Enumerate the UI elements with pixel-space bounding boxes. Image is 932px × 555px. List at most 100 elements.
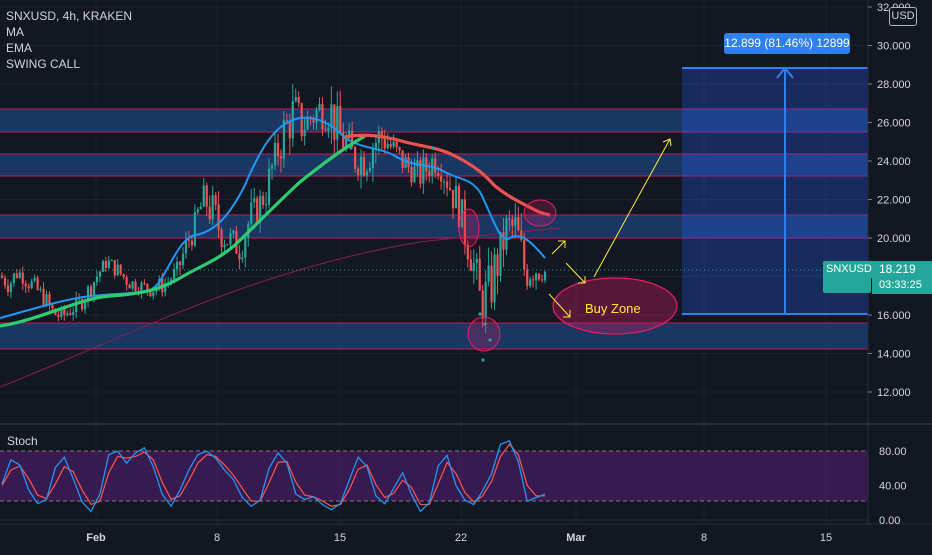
projection-arrows <box>548 138 672 318</box>
candle-body <box>107 260 110 268</box>
candle-body <box>220 229 223 247</box>
candle-body <box>529 279 532 286</box>
swing-call-dots <box>349 146 492 362</box>
buy-zone-ellipse[interactable] <box>552 277 678 335</box>
candle-body <box>440 176 443 182</box>
candle-body <box>83 301 87 310</box>
candle-body <box>89 286 93 296</box>
candle-body <box>57 314 60 318</box>
top-ellipse <box>458 208 480 248</box>
bottom-ellipse <box>467 316 501 352</box>
candle-body <box>229 233 232 245</box>
time-axis[interactable]: Feb 8 15 22 Mar 8 15 <box>86 532 832 544</box>
candle-body <box>419 160 422 184</box>
candle-body <box>12 273 15 284</box>
candle-body <box>214 195 217 205</box>
candle-body <box>211 195 214 220</box>
candle-body <box>273 143 277 166</box>
candle-body <box>505 218 508 250</box>
candle-body <box>294 96 297 101</box>
candle-body <box>113 260 116 276</box>
candle-body <box>392 141 395 147</box>
candle-body <box>217 204 220 230</box>
candle-body <box>493 254 496 303</box>
candle-body <box>119 264 122 274</box>
candle-body <box>232 230 235 234</box>
stoch-tick-label: 80.00 <box>879 446 907 458</box>
time-tick-label: 15 <box>334 532 346 544</box>
candle-body <box>490 265 493 303</box>
candle-body <box>125 276 128 285</box>
arrow-up-short <box>551 240 566 255</box>
zone-24 <box>0 154 868 176</box>
measure-arrowhead <box>776 66 794 79</box>
candle-body <box>413 166 416 183</box>
candle-body <box>69 313 72 315</box>
candle-body <box>122 273 125 277</box>
swing-dot <box>481 358 485 362</box>
candle-body <box>466 244 469 260</box>
time-tick-label: 15 <box>820 532 832 544</box>
candle-body <box>356 168 360 176</box>
candle-body <box>9 283 13 292</box>
stoch-label[interactable]: Stoch <box>7 434 38 448</box>
candle-body <box>238 253 241 260</box>
candle-body <box>445 181 449 189</box>
indicator-ma[interactable]: MA <box>6 25 24 39</box>
current-price-symbol: SNXUSD <box>823 261 872 278</box>
candle-body <box>496 254 499 276</box>
candle-body <box>333 104 336 140</box>
current-price-value: 18.219 <box>879 262 916 276</box>
candle-body <box>460 199 464 228</box>
candle-body <box>532 279 535 281</box>
candle-body <box>365 171 369 176</box>
stoch-axis[interactable]: 80.00 40.00 0.00 <box>879 446 907 527</box>
candle-body <box>285 120 288 122</box>
candle-body <box>175 261 179 270</box>
candle-body <box>484 281 487 319</box>
candle-body <box>312 118 315 123</box>
swing-dot <box>431 146 435 150</box>
price-tick-label: 22.000 <box>877 195 911 207</box>
arrow-up-long-head <box>662 138 672 147</box>
candle-body <box>511 219 514 226</box>
indicator-swing-call[interactable]: SWING CALL <box>6 57 81 71</box>
candle-body <box>267 168 271 205</box>
candle-body <box>193 212 196 246</box>
price-axis[interactable]: 32.00030.00028.00026.00024.00022.00020.0… <box>868 2 911 399</box>
candle-body <box>315 110 318 123</box>
candle-body <box>36 277 39 290</box>
candle-body <box>324 129 327 131</box>
candle-body <box>116 264 119 276</box>
candle-body <box>262 195 265 205</box>
candle-body <box>42 288 45 306</box>
candle-body <box>330 104 333 128</box>
time-tick-label: 8 <box>701 532 707 544</box>
currency-button[interactable]: USD <box>889 7 917 26</box>
swing-dot <box>483 322 487 326</box>
buy-zone-label: Buy Zone <box>585 301 641 316</box>
candle-body <box>128 284 131 289</box>
candle-body <box>321 104 324 130</box>
candle-body <box>499 232 502 276</box>
candle-body <box>134 281 137 291</box>
price-tick-label: 16.000 <box>877 310 911 322</box>
candle-body <box>27 286 30 289</box>
candle-body <box>149 290 152 297</box>
zone-26 <box>0 109 868 132</box>
indicator-ema[interactable]: EMA <box>6 41 33 55</box>
candle-body <box>279 156 283 159</box>
candle-body <box>472 263 475 271</box>
candle-body <box>487 265 490 282</box>
symbol-title[interactable]: SNXUSD, 4h, KRAKEN <box>6 9 133 23</box>
candle-body <box>104 261 107 268</box>
candle-body <box>143 282 146 284</box>
candle-body <box>463 199 466 245</box>
candle-body <box>345 137 348 148</box>
candle-body <box>362 156 366 176</box>
candle-body <box>502 232 505 250</box>
candle-body <box>253 198 256 203</box>
swing-dot <box>488 338 492 342</box>
